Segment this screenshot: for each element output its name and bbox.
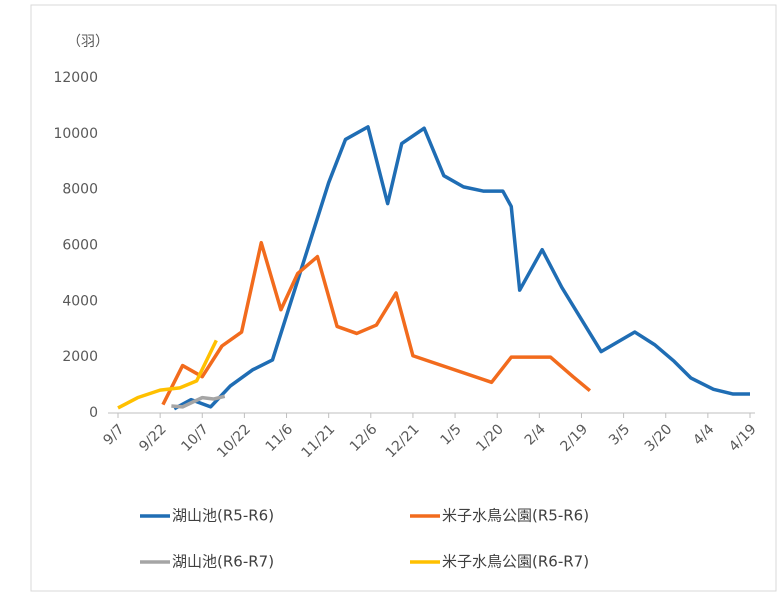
legend-label: 米子水鳥公園(R6-R7) bbox=[442, 553, 589, 571]
y-tick-label: 4000 bbox=[62, 293, 98, 309]
series-line bbox=[117, 339, 218, 410]
legend-label: 湖山池(R6-R7) bbox=[172, 553, 274, 571]
series-line bbox=[161, 240, 592, 406]
y-tick-label: 12000 bbox=[53, 70, 98, 86]
y-tick-label: 2000 bbox=[62, 349, 98, 365]
legend-label: 米子水鳥公園(R5-R6) bbox=[442, 507, 589, 525]
y-tick-label: 10000 bbox=[53, 126, 98, 142]
y-tick-label: 8000 bbox=[62, 182, 98, 198]
y-tick-label: 0 bbox=[89, 405, 98, 421]
series-line bbox=[173, 125, 750, 411]
chart-frame bbox=[30, 4, 777, 592]
series-line bbox=[171, 394, 226, 409]
legend: 湖山池(R5-R6) 米子水鳥公園(R5-R6) 湖山池(R6-R7) 米子水鳥公園(… bbox=[140, 507, 589, 571]
legend-label: 湖山池(R5-R6) bbox=[172, 507, 274, 525]
y-unit-label: （羽） bbox=[67, 34, 109, 50]
y-tick-label: 6000 bbox=[62, 238, 98, 254]
